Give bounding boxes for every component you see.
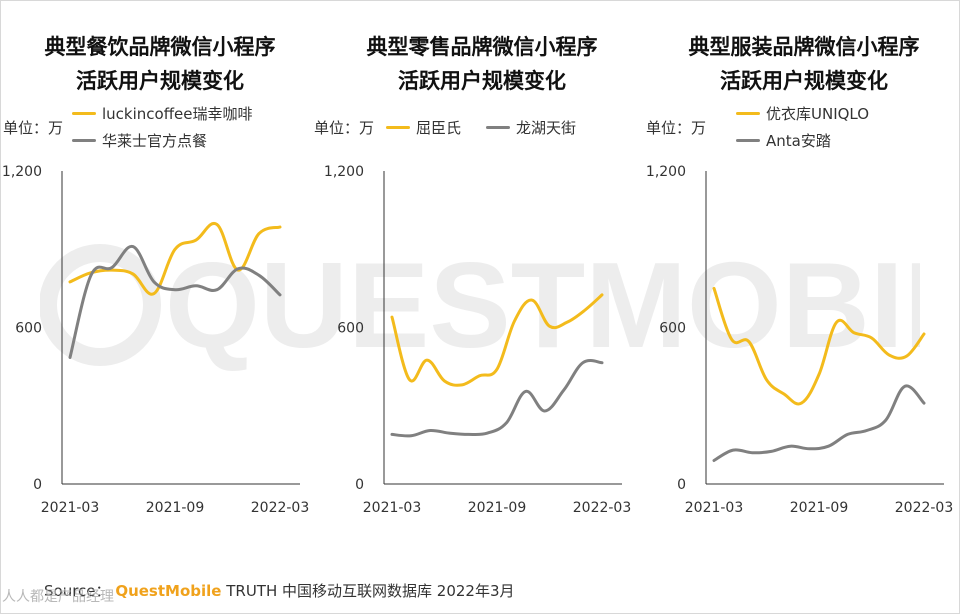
x-tick-label: 2021-03 — [41, 500, 100, 516]
svg-text:QUESTMOBILE: QUESTMOBILE — [165, 237, 920, 373]
questmobile-watermark: QUESTMOBILE — [40, 237, 920, 373]
y-tick-label: 600 — [337, 321, 364, 337]
x-tick-label: 2021-03 — [363, 500, 422, 516]
source-brand: QuestMobile — [115, 582, 222, 600]
series-line-1 — [712, 286, 926, 406]
line-chart-dining: 1,200 600 0 2021-03 2021-09 2022-03 — [2, 164, 310, 516]
chart-panel-dining: 典型餐饮品牌微信小程序 活跃用户规模变化 单位：万 luckincoffee瑞幸… — [0, 0, 320, 530]
legend-swatch-icon — [72, 112, 96, 115]
x-tick-label: 2021-09 — [146, 500, 205, 516]
legend-item-luckin: luckincoffee瑞幸咖啡 — [72, 103, 253, 124]
y-tick-label: 1,200 — [324, 164, 364, 180]
series-line-2 — [68, 245, 282, 359]
y-tick-label: 1,200 — [2, 164, 42, 180]
unit-label: 单位：万 — [314, 119, 375, 137]
x-tick-label: 2022-03 — [573, 500, 632, 516]
legend-item-watsons: 屈臣氏 — [386, 117, 461, 138]
chart-panel-apparel: 典型服装品牌微信小程序 活跃用户规模变化 单位：万 优衣库UNIQLO Anta… — [644, 0, 960, 530]
legend-item-anta: Anta安踏 — [736, 130, 831, 151]
legend-swatch-icon — [386, 126, 410, 129]
y-tick-label: 1,200 — [646, 164, 686, 180]
legend-item-uniqlo: 优衣库UNIQLO — [736, 103, 869, 124]
line-chart-apparel: 1,200 600 0 2021-03 2021-09 2022-03 — [646, 164, 954, 516]
x-tick-label: 2021-09 — [790, 500, 849, 516]
legend-item-wallace: 华莱士官方点餐 — [72, 130, 207, 151]
source-prefix: Source： — [44, 582, 111, 600]
series-line-1 — [390, 293, 604, 387]
chart-title: 典型餐饮品牌微信小程序 活跃用户规模变化 — [44, 35, 276, 93]
legend-swatch-icon — [72, 139, 96, 142]
y-tick-label: 600 — [15, 321, 42, 337]
series-line-2 — [712, 384, 926, 462]
legend-item-longfor: 龙湖天街 — [486, 117, 576, 138]
chart-title: 典型服装品牌微信小程序 活跃用户规模变化 — [688, 35, 920, 93]
x-tick-label: 2021-03 — [685, 500, 744, 516]
legend-swatch-icon — [736, 139, 760, 142]
legend-swatch-icon — [736, 112, 760, 115]
unit-label: 单位：万 — [3, 119, 64, 137]
x-tick-label: 2022-03 — [895, 500, 954, 516]
y-tick-label: 0 — [677, 477, 686, 493]
source-footer: Source： QuestMobile TRUTH 中国移动互联网数据库 202… — [44, 580, 515, 601]
x-tick-label: 2022-03 — [251, 500, 310, 516]
legend-swatch-icon — [486, 126, 510, 129]
x-tick-label: 2021-09 — [468, 500, 527, 516]
chart-title: 典型零售品牌微信小程序 活跃用户规模变化 — [366, 35, 598, 93]
chart-panel-retail: 典型零售品牌微信小程序 活跃用户规模变化 单位：万 屈臣氏 龙湖天街 1,200… — [314, 0, 642, 530]
y-tick-label: 0 — [355, 477, 364, 493]
series-line-1 — [68, 221, 282, 296]
series-line-2 — [390, 359, 604, 438]
y-tick-label: 0 — [33, 477, 42, 493]
y-tick-label: 600 — [659, 321, 686, 337]
corner-watermark: 人人都是产品经理 — [2, 589, 114, 605]
line-chart-retail: 1,200 600 0 2021-03 2021-09 2022-03 — [324, 164, 632, 516]
source-text: TRUTH 中国移动互联网数据库 2022年3月 — [226, 582, 515, 600]
unit-label: 单位：万 — [646, 119, 707, 137]
